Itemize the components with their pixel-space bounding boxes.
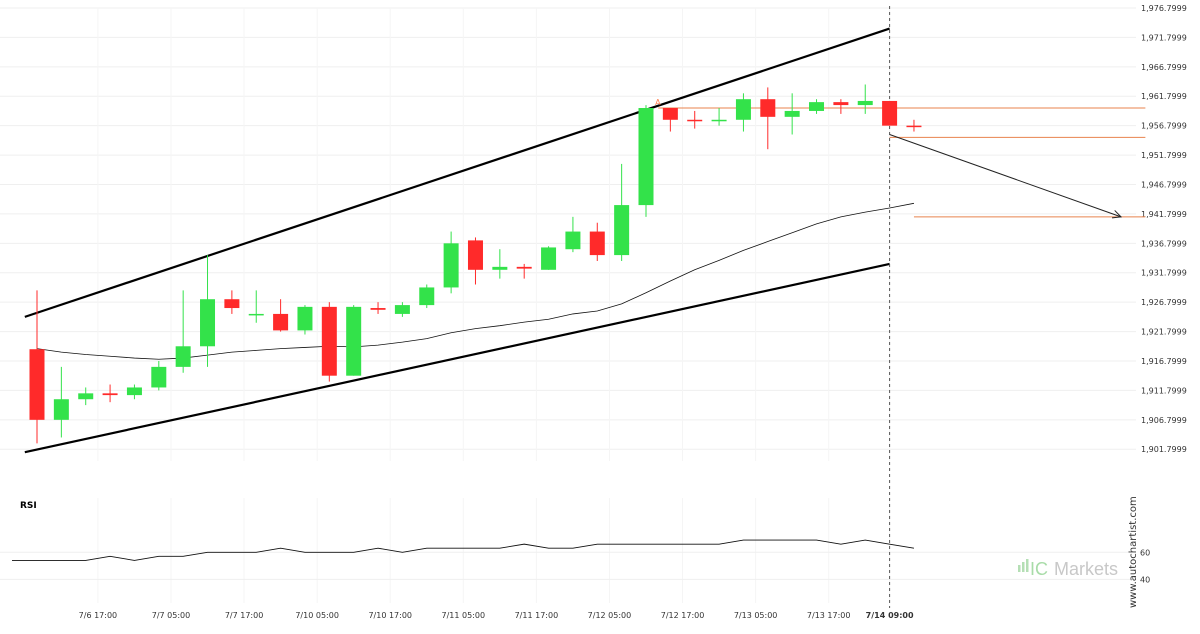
y-tick-label: 1,901.7999 (1141, 445, 1187, 454)
bullish-candle (784, 110, 800, 117)
bullish-candle (638, 108, 654, 206)
y-tick-label: 1,921.7999 (1141, 328, 1187, 337)
y-tick-label: 1,951.7999 (1141, 151, 1187, 160)
brand-logo-bars (1022, 562, 1025, 572)
y-tick-label: 1,926.7999 (1141, 298, 1187, 307)
pattern-point-label: A (655, 98, 661, 107)
y-tick-label: 1,941.7999 (1141, 210, 1187, 219)
bullish-candle (614, 205, 630, 256)
bullish-candle (175, 346, 191, 367)
x-tick-label: 7/12 05:00 (588, 611, 632, 620)
bullish-candle (711, 119, 727, 122)
brand-logo-bars (1026, 559, 1029, 572)
bearish-candle (29, 349, 45, 420)
bullish-candle (346, 306, 362, 376)
bullish-candle (126, 387, 142, 396)
x-tick-label: 7/6 17:00 (79, 611, 117, 620)
bearish-candle (662, 108, 678, 120)
bullish-candle (78, 393, 94, 400)
x-tick-label: 7/10 17:00 (368, 611, 412, 620)
y-tick-label: 1,906.7999 (1141, 416, 1187, 425)
bullish-candle (419, 287, 435, 306)
bearish-candle (467, 240, 483, 270)
rsi-title: RSI (20, 501, 37, 511)
bullish-candle (735, 99, 751, 120)
bullish-candle (565, 231, 581, 250)
rsi-line (12, 539, 915, 561)
bearish-candle (321, 306, 337, 376)
y-tick-label: 1,936.7999 (1141, 239, 1187, 248)
bearish-candle (833, 102, 849, 106)
x-tick-label: 7/7 17:00 (225, 611, 263, 620)
x-tick-label: 7/13 17:00 (807, 611, 851, 620)
x-tick-label: 7/12 17:00 (661, 611, 705, 620)
bearish-candle (273, 313, 289, 331)
y-tick-label: 1,971.7999 (1141, 33, 1187, 42)
bearish-candle (516, 266, 532, 269)
x-tick-label: 7/14 09:00 (866, 611, 914, 620)
bearish-candle (882, 100, 898, 126)
bearish-candle (906, 125, 922, 128)
x-tick-label: 7/11 05:00 (442, 611, 486, 620)
rsi-tick-label: 60 (1140, 548, 1150, 557)
bullish-candle (857, 100, 873, 106)
brand-name: Markets (1054, 559, 1118, 579)
bearish-candle (224, 299, 240, 309)
bullish-candle (809, 102, 825, 111)
bullish-candle (53, 399, 69, 420)
x-tick-label: 7/11 17:00 (515, 611, 559, 620)
bearish-candle (102, 393, 118, 396)
brand-logo-bars (1018, 565, 1021, 572)
bearish-candle (589, 231, 605, 256)
y-tick-label: 1,946.7999 (1141, 180, 1187, 189)
bullish-candle (443, 243, 459, 288)
x-tick-label: 7/10 05:00 (295, 611, 339, 620)
y-tick-label: 1,961.7999 (1141, 92, 1187, 101)
bearish-candle (687, 119, 703, 122)
bullish-candle (151, 366, 167, 388)
forecast-arrow-head (1112, 210, 1123, 219)
bullish-candle (200, 299, 216, 347)
y-tick-label: 1,966.7999 (1141, 63, 1187, 72)
x-tick-label: 7/7 05:00 (152, 611, 190, 620)
bearish-candle (760, 99, 776, 117)
y-tick-label: 1,916.7999 (1141, 357, 1187, 366)
bearish-candle (370, 308, 386, 310)
bullish-candle (248, 313, 264, 316)
rsi-tick-label: 40 (1140, 575, 1150, 584)
forecast-arrow-line (889, 134, 1122, 218)
bullish-candle (541, 247, 557, 270)
bullish-candle (297, 306, 313, 331)
watermark-text: www.autochartist.com (1128, 496, 1139, 608)
channel-lower-line (24, 262, 890, 454)
channel-upper-line (24, 27, 890, 318)
x-tick-label: 7/13 05:00 (734, 611, 778, 620)
y-tick-label: 1,931.7999 (1141, 269, 1187, 278)
brand-prefix: IC (1030, 559, 1048, 579)
bullish-candle (492, 266, 508, 270)
y-tick-label: 1,976.7999 (1141, 4, 1187, 13)
y-tick-label: 1,911.7999 (1141, 386, 1187, 395)
bullish-candle (394, 305, 410, 314)
y-tick-label: 1,956.7999 (1141, 122, 1187, 131)
